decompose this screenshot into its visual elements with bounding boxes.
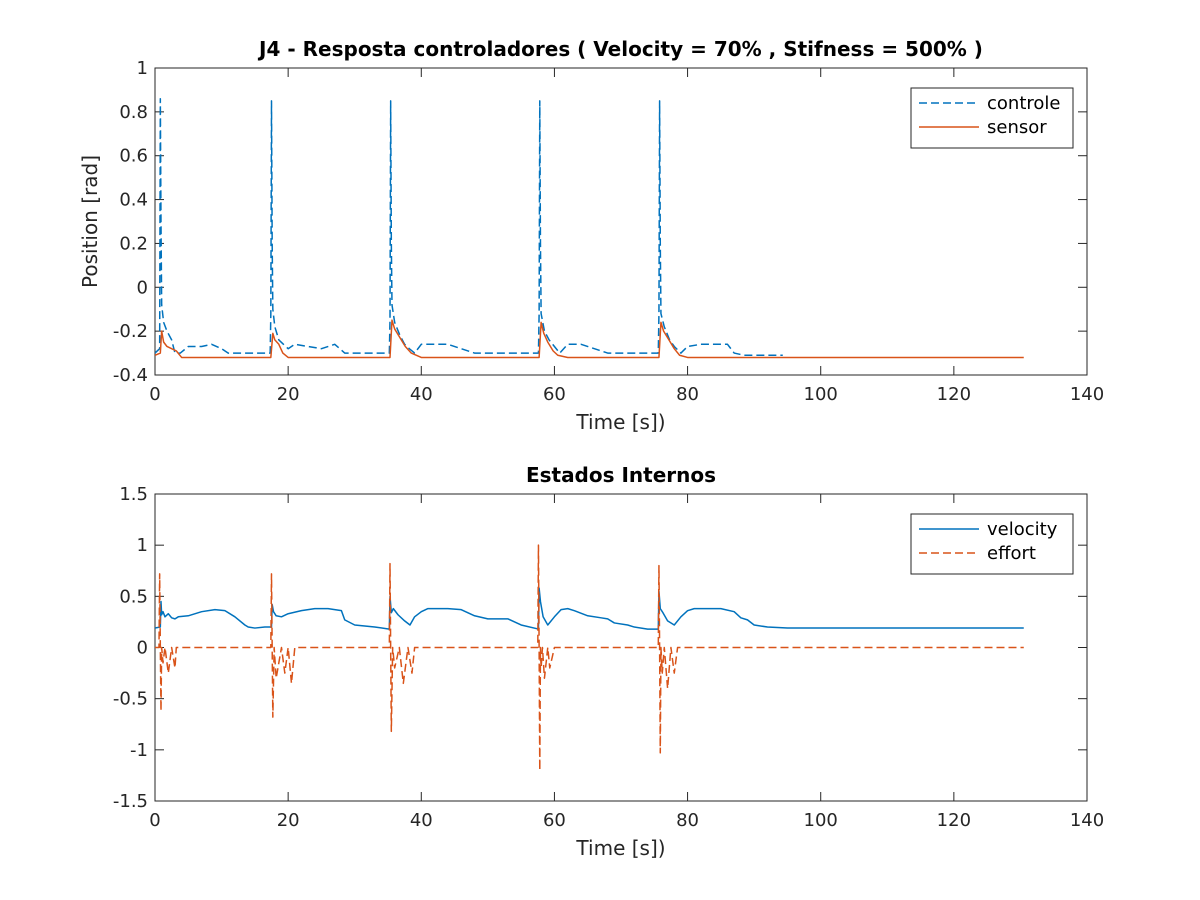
- plot-1-series-controle: [155, 97, 783, 357]
- plot-1-x-tick-label: 120: [937, 384, 971, 405]
- plot-2-title: Estados Internos: [526, 463, 716, 487]
- plot-1-axes-box: [154, 67, 1088, 376]
- plot-1-y-tick-label: 0.4: [119, 190, 148, 211]
- plot-1-y-axis-label: Position [rad]: [78, 155, 102, 288]
- plot-2-y-tick-label: 1.5: [119, 484, 148, 505]
- plot-1-series-sensor: [155, 319, 1024, 359]
- plot-1-x-axis-label: Time [s]): [575, 410, 665, 434]
- plot-2-series-effort: [155, 544, 1024, 772]
- plot-2-y-tick-label: 1: [137, 535, 148, 556]
- plot-2-x-tick-label: 40: [410, 810, 433, 831]
- plot-1-x-tick-label: 140: [1070, 384, 1104, 405]
- plot-1-y-tick-label: 0.6: [119, 146, 148, 167]
- plot-1-x-tick-label: 60: [543, 384, 566, 405]
- plot-1-x-tick-label: 40: [410, 384, 433, 405]
- plot-1-y-tick-label: 0.8: [119, 102, 148, 123]
- plot-2-legend: velocity effort: [910, 513, 1074, 575]
- plot-1-x-tick-label: 0: [149, 384, 160, 405]
- plot-1-y-tick-label: -0.2: [113, 321, 148, 342]
- plot-1: 0 20 40 60 80 100 120 140 -0.4 -0.2 0 0.2 0.4 0.6 0.8 1…: [78, 37, 1104, 434]
- plot-1-y-tick-label: 0.2: [119, 233, 148, 254]
- plot-2-x-axis-label: Time [s]): [575, 836, 665, 860]
- plot-1-y-tick-label: -0.4: [113, 365, 148, 386]
- plot-2-x-tick-label: 60: [543, 810, 566, 831]
- plot-2-y-tick-label: -1: [130, 740, 148, 761]
- plot-2-y-tick-label: 0: [137, 638, 148, 659]
- plot-1-legend-label-controle: controle: [987, 93, 1060, 114]
- plot-2-series-velocity: [155, 587, 1024, 630]
- plot-1-x-tick-label: 20: [277, 384, 300, 405]
- plot-2-legend-label-effort: effort: [987, 543, 1036, 564]
- plot-2-legend-box: [910, 513, 1074, 575]
- plot-2-x-tick-label: 80: [676, 810, 699, 831]
- plot-1-legend-label-sensor: sensor: [987, 117, 1047, 138]
- plot-2-y-tick-label: -1.5: [113, 791, 148, 812]
- plot-1-legend-box: [910, 87, 1074, 149]
- plot-2-y-tick-label: -0.5: [113, 689, 148, 710]
- plot-1-x-tick-label: 80: [676, 384, 699, 405]
- plot-2-x-tick-label: 0: [149, 810, 160, 831]
- plot-2-legend-label-velocity: velocity: [987, 519, 1058, 540]
- plot-2-y-tick-label: 0.5: [119, 586, 148, 607]
- plot-1-y-tick-label: 0: [137, 277, 148, 298]
- plot-2-x-tick-label: 140: [1070, 810, 1104, 831]
- plot-1-y-tick-label: 1: [137, 58, 148, 79]
- plot-2: 0 20 40 60 80 100 120 140 -1.5 -1 -0.5 0 0.5 1 1.5 Esta…: [113, 463, 1104, 860]
- plot-2-x-tick-label: 100: [804, 810, 838, 831]
- plot-1-title: J4 - Resposta controladores ( Velocity =…: [257, 37, 983, 61]
- plot-1-x-tick-label: 100: [804, 384, 838, 405]
- plot-1-legend: controle sensor: [910, 87, 1074, 149]
- plot-2-x-tick-label: 120: [937, 810, 971, 831]
- plot-2-x-tick-label: 20: [277, 810, 300, 831]
